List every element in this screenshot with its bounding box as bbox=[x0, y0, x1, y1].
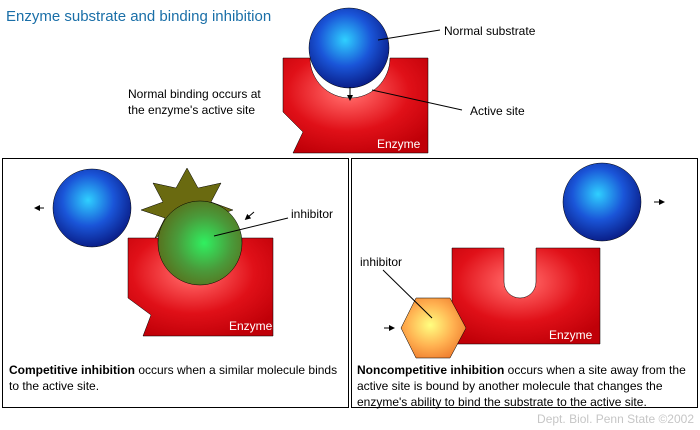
top-enzyme bbox=[282, 57, 429, 154]
comp-caption-rest: occurs when a similar molecule binds to … bbox=[9, 363, 338, 393]
active-site-label: Active site bbox=[470, 104, 525, 118]
noncomp-inhibitor-label: inhibitor bbox=[360, 255, 403, 269]
credit-text: Dept. Biol. Penn State ©2002 bbox=[537, 412, 694, 426]
active-site-pointer bbox=[371, 89, 463, 111]
noncomp-caption: Noncompetitive inhibition occurs when a … bbox=[357, 362, 693, 410]
top-substrate bbox=[308, 7, 390, 89]
noncomp-enzyme-label: Enzyme bbox=[549, 328, 593, 342]
normal-substrate-label: Normal substrate bbox=[444, 24, 536, 38]
noncomp-enzyme bbox=[451, 247, 601, 345]
noncomp-caption-rest: occurs when a site away from the active … bbox=[357, 363, 686, 409]
comp-inhibitor bbox=[140, 167, 243, 286]
comp-inhibitor-pointer bbox=[213, 217, 289, 237]
noncomp-inhibitor-pointer bbox=[382, 269, 433, 319]
comp-caption-bold: Competitive inhibition bbox=[9, 363, 135, 377]
comp-enzyme-label: Enzyme bbox=[229, 319, 273, 333]
comp-inhibitor-label: inhibitor bbox=[291, 207, 334, 221]
noncomp-inhibitor bbox=[400, 297, 467, 359]
top-enzyme-label: Enzyme bbox=[377, 137, 421, 151]
comp-inhibitor-arrow bbox=[244, 211, 255, 220]
noncomp-caption-bold: Noncompetitive inhibition bbox=[357, 363, 505, 377]
comp-substrate bbox=[52, 168, 132, 248]
noncomp-substrate bbox=[562, 162, 642, 242]
normal-substrate-pointer bbox=[377, 29, 441, 41]
normal-binding-note: Normal binding occurs at the enzyme's ac… bbox=[128, 87, 261, 117]
page-title: Enzyme substrate and binding inhibition bbox=[6, 8, 272, 25]
comp-caption: Competitive inhibition occurs when a sim… bbox=[9, 362, 339, 394]
